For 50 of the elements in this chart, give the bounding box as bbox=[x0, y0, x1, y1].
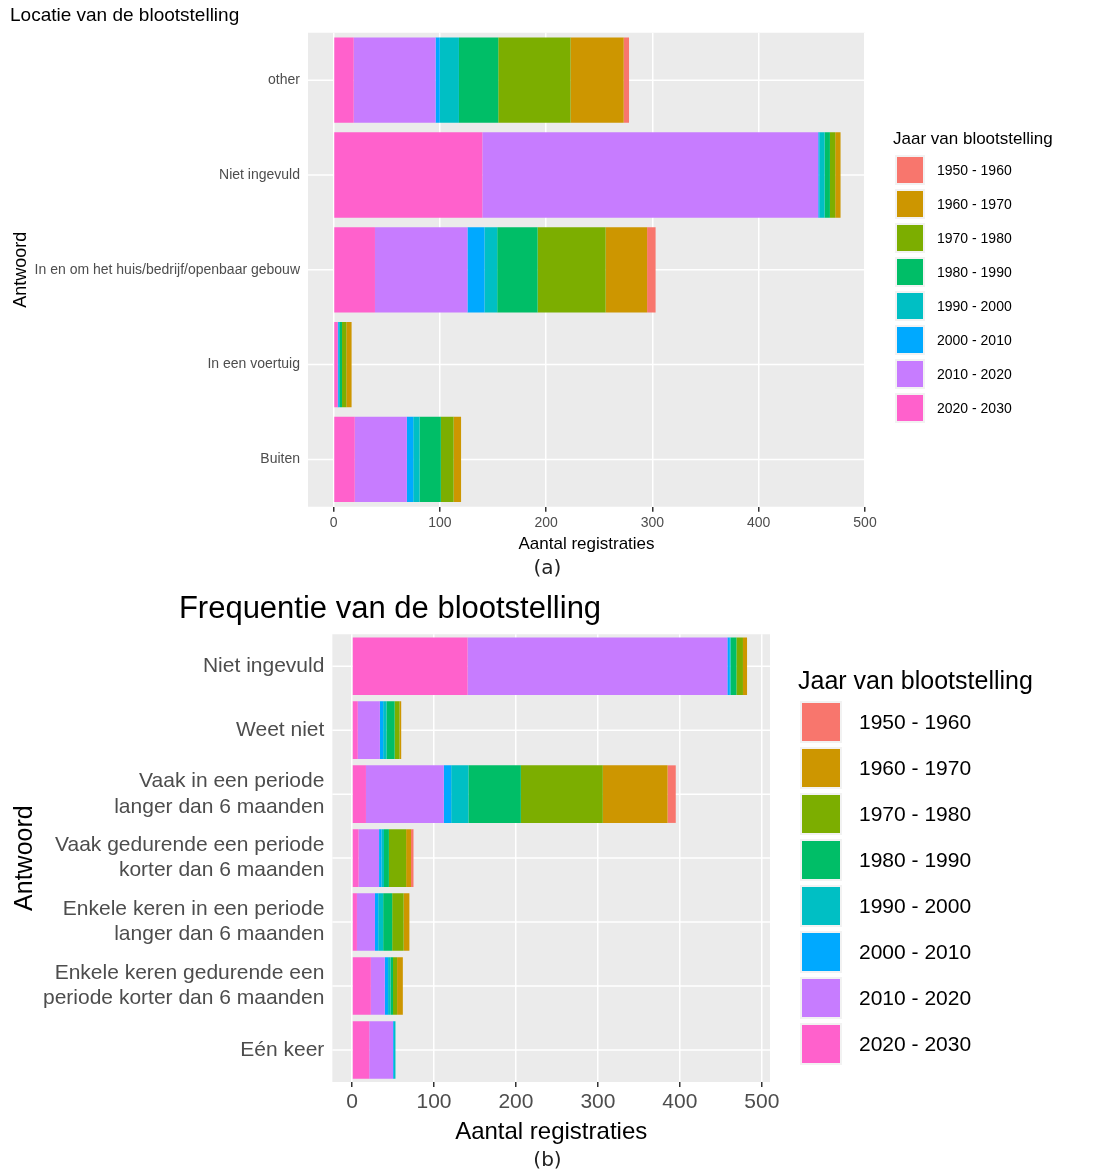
legend-label: 1990 - 2000 bbox=[859, 893, 972, 918]
x-tick-label: 400 bbox=[662, 1089, 698, 1113]
y-tick-label: Buiten bbox=[260, 450, 301, 467]
x-tick-label: 0 bbox=[346, 1089, 358, 1113]
legend-label: 1960 - 1970 bbox=[937, 195, 1012, 212]
legend-label: 1970 - 1980 bbox=[859, 801, 972, 826]
legend-label: 2020 - 2030 bbox=[859, 1031, 972, 1056]
text: (a) bbox=[532, 555, 563, 579]
y-tick-label: In een voertuig bbox=[207, 355, 301, 372]
x-tick-label: 300 bbox=[640, 514, 665, 531]
legend-label: 1980 - 1990 bbox=[937, 263, 1012, 280]
legend-title: Jaar van blootstelling bbox=[893, 128, 1053, 149]
x-tick-label: 200 bbox=[534, 514, 558, 531]
y-tick-label: Eén keer bbox=[240, 1036, 325, 1060]
legend-label: 1950 - 1960 bbox=[859, 709, 972, 734]
x-tick-label: 500 bbox=[853, 514, 877, 531]
text: Locatie van de blootstelling bbox=[10, 3, 240, 25]
x-tick-label: 100 bbox=[416, 1089, 452, 1113]
legend-label: 1960 - 1970 bbox=[859, 755, 972, 780]
y-axis-title: Antwoord bbox=[9, 231, 30, 308]
x-tick-label: 100 bbox=[428, 514, 452, 531]
x-axis-title: Aantal registraties bbox=[455, 1117, 648, 1145]
x-axis-title: Aantal registraties bbox=[518, 534, 655, 554]
legend-label: 1990 - 2000 bbox=[937, 297, 1012, 314]
legend-label: 2000 - 2010 bbox=[859, 939, 972, 964]
y-axis-title: Antwoord bbox=[8, 805, 37, 911]
y-tick-label: Enkele keren in een periode langer dan 6 maanden bbox=[62, 896, 325, 945]
x-tick-label: 400 bbox=[747, 514, 771, 531]
y-tick-label: Weet niet bbox=[236, 716, 325, 740]
x-tick-label: 300 bbox=[580, 1089, 616, 1113]
y-tick-label: Niet ingevuld bbox=[219, 165, 301, 182]
y-tick-label: other bbox=[268, 71, 301, 88]
x-tick-label: 200 bbox=[498, 1089, 534, 1113]
legend-label: 1980 - 1990 bbox=[859, 847, 972, 872]
legend-label: 2020 - 2030 bbox=[937, 399, 1012, 416]
legend-label: 1950 - 1960 bbox=[937, 161, 1012, 178]
x-tick-label: 500 bbox=[744, 1089, 780, 1113]
text: (b) bbox=[532, 1147, 563, 1169]
legend-title: Jaar van blootstelling bbox=[798, 665, 1033, 695]
x-tick-label: 0 bbox=[329, 514, 338, 531]
legend-label: 1970 - 1980 bbox=[937, 229, 1012, 246]
y-tick-label: Vaak gedurende een periode korter dan 6 maanden bbox=[55, 832, 325, 881]
y-tick-label: Niet ingevuld bbox=[202, 652, 325, 676]
legend-label: 2000 - 2010 bbox=[937, 331, 1012, 348]
legend-label: 2010 - 2020 bbox=[937, 365, 1012, 382]
y-tick-label: In en om het huis/bedrijf/openbaar gebouw bbox=[34, 260, 301, 277]
y-tick-label: Vaak in een periode langer dan 6 maanden bbox=[114, 768, 325, 817]
legend-label: 2010 - 2020 bbox=[859, 985, 972, 1010]
chart-title: Frequentie van de blootstelling bbox=[178, 590, 602, 626]
y-tick-label: Enkele keren gedurende een periode korter dan 6 maanden bbox=[43, 960, 325, 1009]
